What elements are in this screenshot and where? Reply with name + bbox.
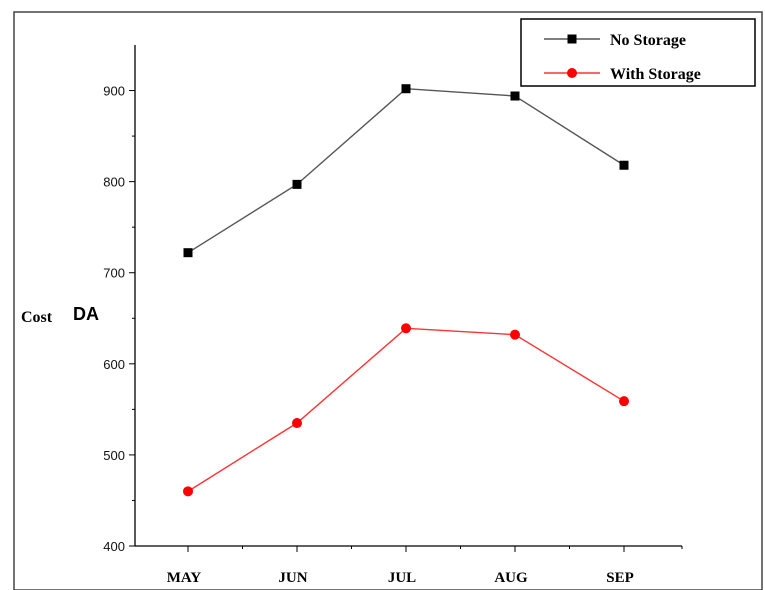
legend: No Storage With Storage <box>520 18 756 87</box>
data-point-no-storage <box>292 179 302 189</box>
series-line-with-storage <box>187 327 625 492</box>
y-tick-label: 800 <box>103 175 125 190</box>
y-tick-label: 400 <box>103 539 125 554</box>
legend-marker-no-storage <box>567 34 577 44</box>
data-point-with-storage <box>619 396 629 407</box>
y-axis-unit-label: DA <box>73 304 99 324</box>
figure-frame <box>13 11 763 590</box>
data-point-no-storage <box>619 160 629 170</box>
y-tick-label: 600 <box>103 357 125 372</box>
y-axis: 400 500 600 700 800 900 <box>103 45 136 554</box>
data-point-with-storage <box>183 486 193 497</box>
y-tick-label: 900 <box>103 84 125 99</box>
x-tick-label: AUG <box>494 570 528 586</box>
legend-label-no-storage: No Storage <box>610 32 686 49</box>
legend-marker-with-storage <box>567 68 577 78</box>
data-point-with-storage <box>510 329 520 340</box>
series-layer <box>183 84 629 497</box>
data-point-with-storage <box>292 418 302 429</box>
data-point-no-storage <box>401 84 411 94</box>
x-tick-label: MAY <box>167 570 202 586</box>
data-point-no-storage <box>510 91 520 101</box>
legend-box <box>520 18 756 87</box>
series-line-no-storage <box>187 88 625 254</box>
data-point-with-storage <box>401 323 411 334</box>
x-tick-label: JUL <box>388 570 416 586</box>
legend-label-with-storage: With Storage <box>610 66 701 83</box>
y-tick-label: 500 <box>103 448 125 463</box>
y-axis-label-text: Cost <box>21 309 53 326</box>
y-axis-label: Cost DA <box>21 304 99 326</box>
x-tick-label: SEP <box>606 570 634 586</box>
x-axis: MAY JUN JUL AUG SEP <box>135 545 683 586</box>
y-tick-label: 700 <box>103 266 125 281</box>
data-point-no-storage <box>183 248 193 258</box>
x-tick-label: JUN <box>278 570 307 586</box>
